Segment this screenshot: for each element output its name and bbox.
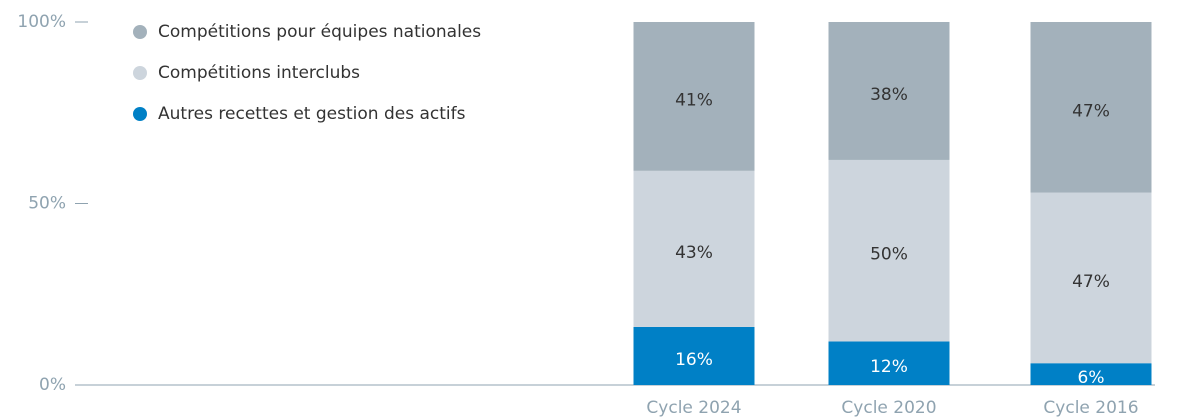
- bar-segment: [1030, 22, 1152, 193]
- legend-marker: [133, 25, 147, 39]
- data-label: 16%: [675, 350, 713, 370]
- data-label: 12%: [870, 357, 908, 377]
- x-tick-label: Cycle 2020: [841, 398, 936, 418]
- legend-label: Compétitions interclubs: [158, 63, 360, 83]
- data-label: 50%: [870, 245, 908, 265]
- y-tick-label: 0%: [39, 375, 66, 395]
- x-tick-label: Cycle 2016: [1043, 398, 1138, 418]
- data-label: 6%: [1078, 368, 1105, 388]
- x-tick-label: Cycle 2024: [646, 398, 741, 418]
- legend-marker: [133, 107, 147, 121]
- data-label: 38%: [870, 85, 908, 105]
- bar-segment: [828, 159, 950, 342]
- data-label: 41%: [675, 90, 713, 110]
- legend-marker: [133, 66, 147, 80]
- bar-segment: [828, 341, 950, 385]
- y-tick-label: 100%: [17, 12, 66, 32]
- bar-segment: [1030, 192, 1152, 364]
- y-tick-label: 50%: [28, 194, 66, 214]
- data-label: 47%: [1072, 101, 1110, 121]
- bar-segment: [633, 170, 755, 327]
- legend-label: Autres recettes et gestion des actifs: [158, 104, 466, 124]
- bar-segment: [633, 326, 755, 385]
- legend-label: Compétitions pour équipes nationales: [158, 22, 481, 42]
- bar-segment: [633, 22, 755, 171]
- bar-segment: [1030, 363, 1152, 385]
- data-label: 47%: [1072, 272, 1110, 292]
- data-label: 43%: [675, 243, 713, 263]
- bar-segment: [828, 22, 950, 160]
